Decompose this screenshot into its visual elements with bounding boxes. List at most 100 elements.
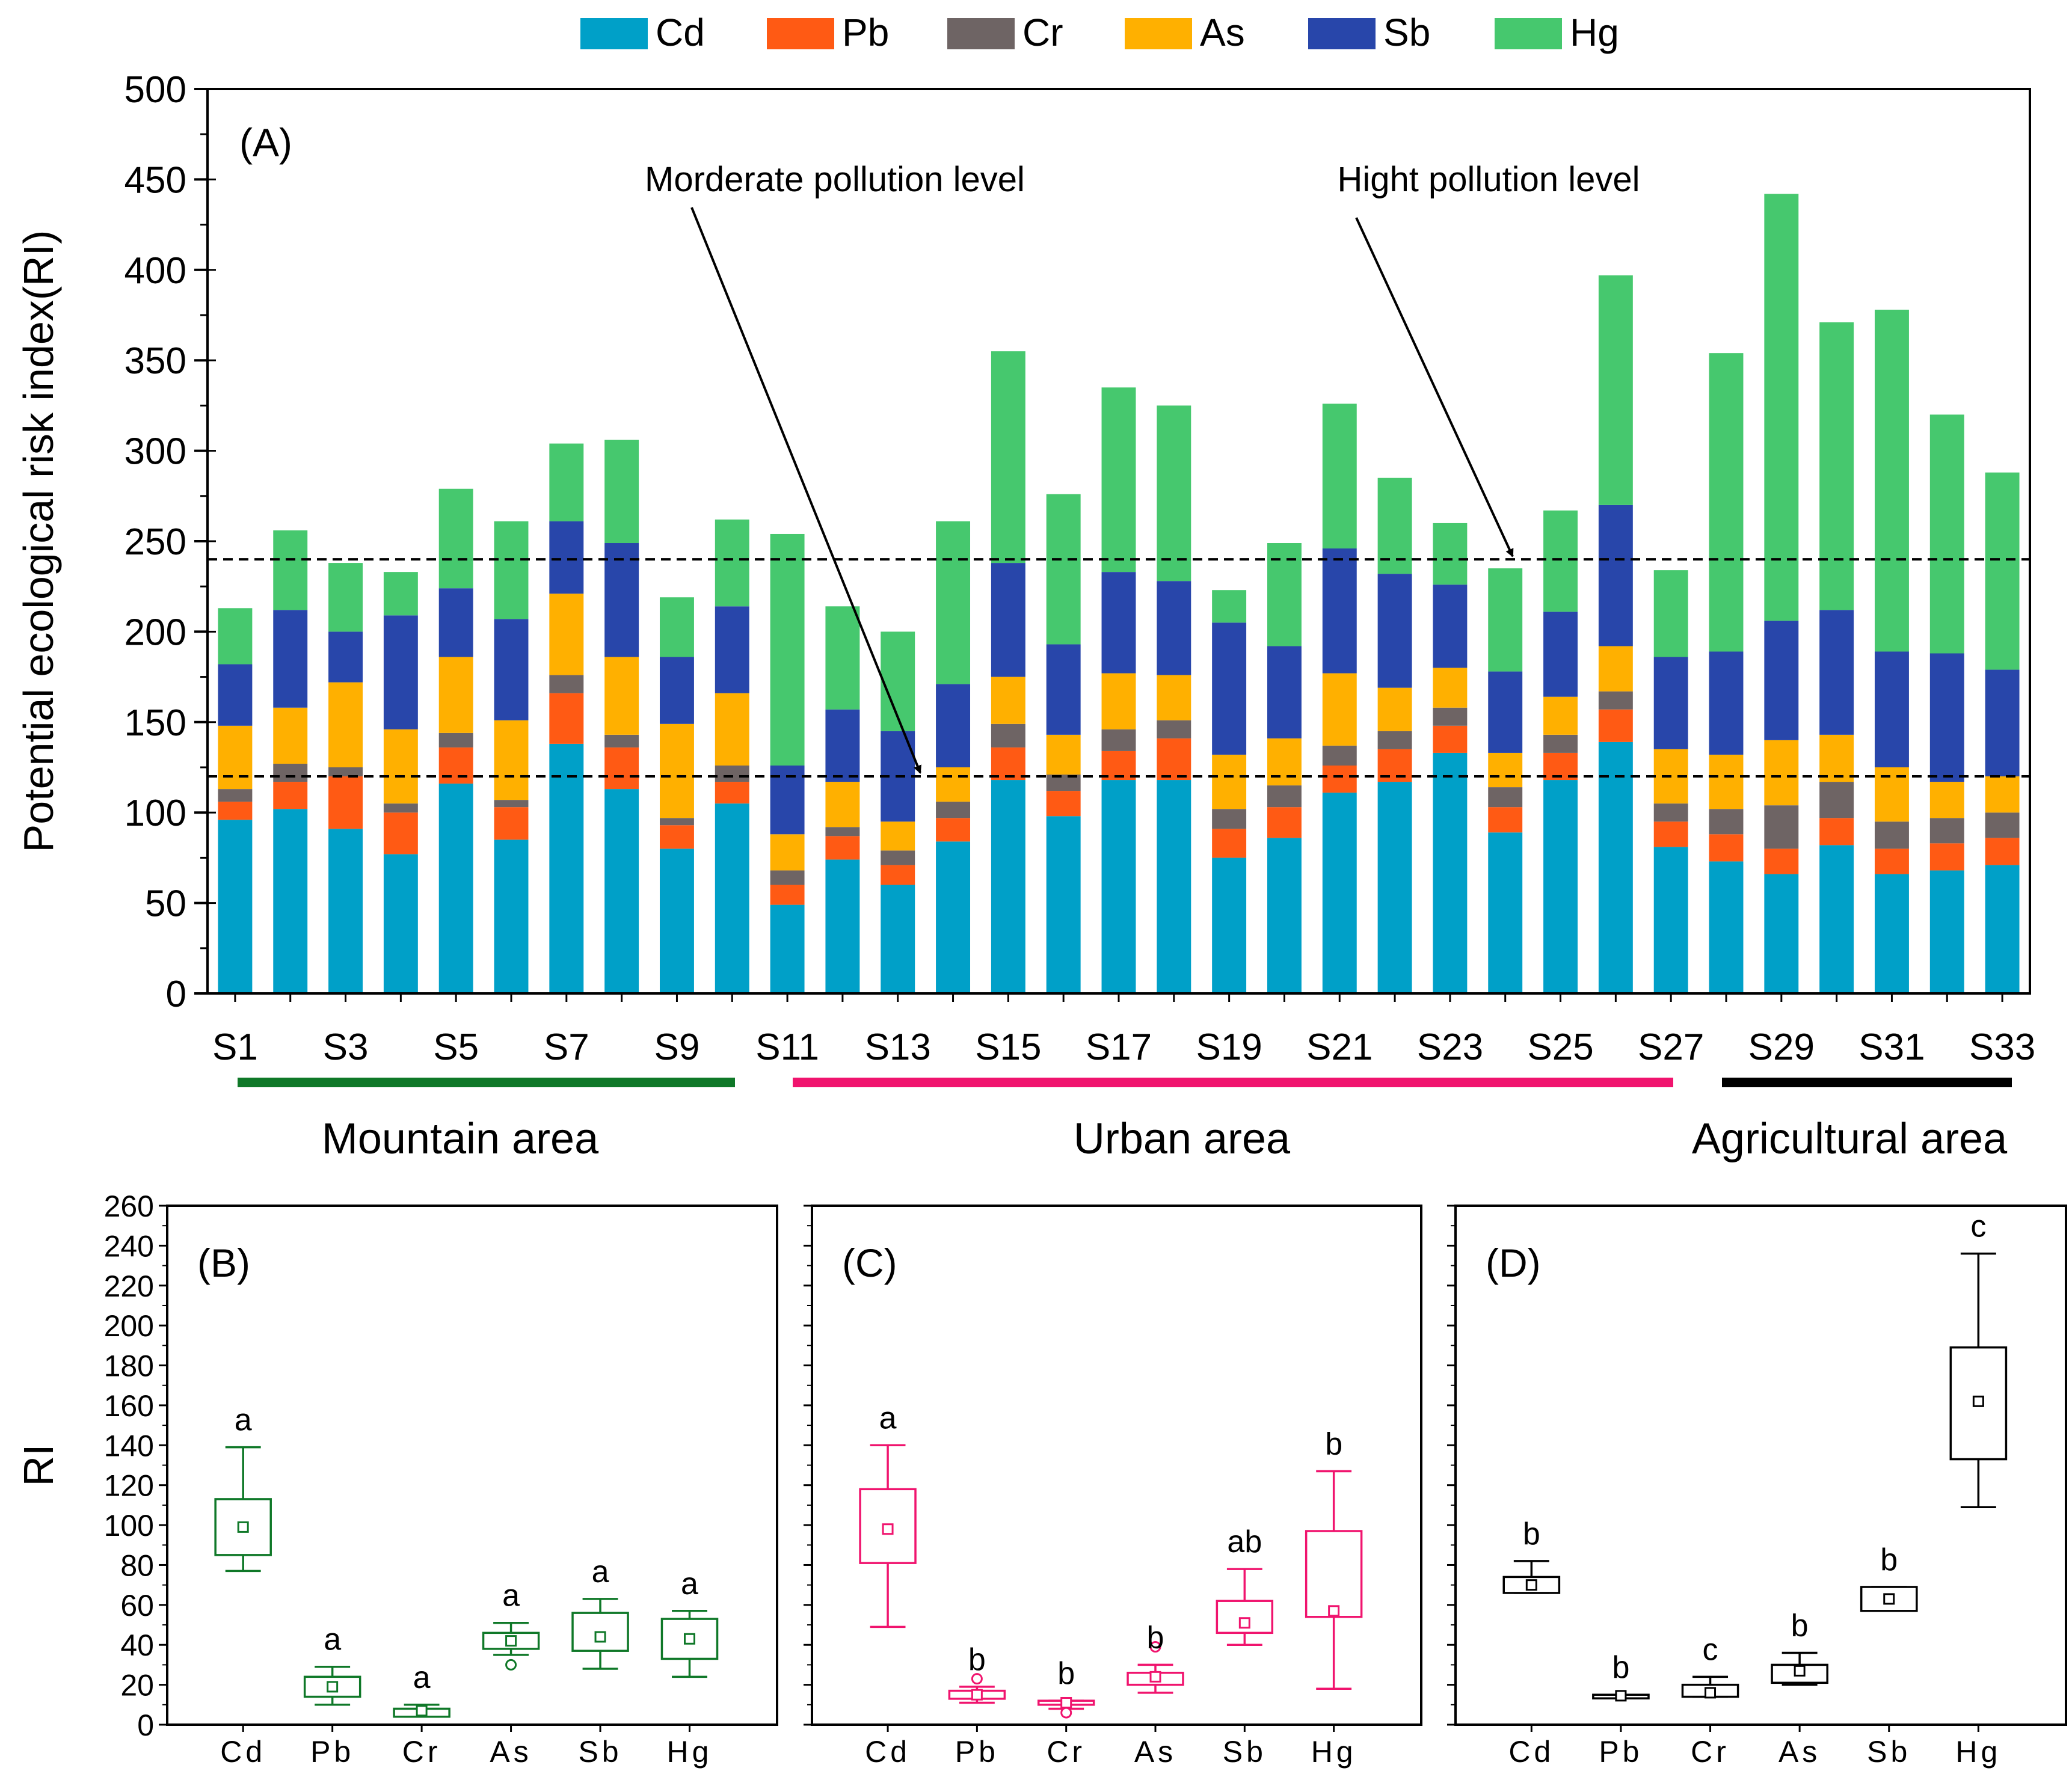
bar-s16-sb (1046, 644, 1081, 735)
urban-area-label: Urban area (1074, 1115, 1291, 1163)
bar-s33-as (1985, 776, 2020, 813)
bar-s8-pb (604, 747, 639, 790)
bar-s24-cd (1488, 832, 1523, 993)
y-tick-label: 160 (104, 1389, 154, 1423)
x-tick-label: S21 (1306, 1027, 1373, 1068)
bar-s22-as (1377, 687, 1412, 731)
bar-s32-cd (1929, 870, 1964, 993)
bar-s9-pb (659, 825, 694, 849)
bar-s21-sb (1322, 548, 1357, 674)
panel-b-box-plot: (B) 0 20 40 60 80 100 120 140 160 180 200 220 240 260… (104, 1189, 778, 1769)
significance-letter-as: b (1147, 1620, 1164, 1655)
legend-label-pb: Pb (842, 11, 889, 54)
x-tick-label-cr: Cr (1047, 1735, 1086, 1769)
bar-s2-cd (273, 809, 308, 993)
x-tick-label: S31 (1858, 1027, 1925, 1068)
agricultural-area-label: Agricultural area (1692, 1115, 2008, 1163)
bar-s30-hg (1819, 322, 1854, 610)
bar-s6-cr (494, 800, 529, 808)
y-tick-label: 40 (120, 1628, 154, 1662)
bar-s2-cr (273, 763, 308, 782)
bar-s22-hg (1377, 477, 1412, 574)
bar-s10-cd (715, 803, 749, 993)
mean-marker-as (505, 1635, 517, 1647)
bar-s30-sb (1819, 610, 1854, 735)
bar-s19-pb (1212, 829, 1247, 858)
bar-s15-hg (991, 351, 1025, 563)
panel-label: (A) (239, 120, 292, 165)
y-tick-label: 120 (104, 1469, 154, 1503)
bar-s14-hg (936, 521, 971, 684)
x-tick-label-pb: Pb (1599, 1735, 1643, 1769)
significance-letter-as: a (502, 1579, 520, 1613)
bar-s18-as (1157, 675, 1191, 720)
panel-a-stacked-bar-chart: Cd Pb Cr As Sb Hg 0 50 100 150 200 250 300 350 400 450… (15, 11, 2035, 1163)
plot-frame (1454, 1205, 2067, 1726)
bar-s22-cd (1377, 782, 1412, 993)
mean-marker-pb (971, 1689, 983, 1701)
bar-s30-as (1819, 734, 1854, 782)
bar-s8-cr (604, 734, 639, 747)
area-groups: Mountain area Urban area Agricultural ar… (238, 1078, 2012, 1163)
bar-s28-cr (1709, 809, 1744, 835)
bar-s1-cd (218, 820, 253, 993)
bar-s29-cd (1764, 874, 1799, 993)
bar-s20-pb (1267, 807, 1302, 838)
bar-s2-as (273, 707, 308, 764)
bar-s23-pb (1433, 725, 1468, 753)
mean-marker-cd (1525, 1579, 1537, 1591)
mean-marker-sb (1238, 1617, 1250, 1629)
bar-s29-cr (1764, 805, 1799, 849)
y-tick-label: 500 (125, 69, 186, 111)
bar-s20-as (1267, 738, 1302, 786)
bar-s32-cr (1929, 818, 1964, 844)
panel-c-box-plot: (C) a Cd b Pb b Cr b As ab Sb b Hg (804, 1205, 1422, 1769)
bar-s10-as (715, 693, 749, 766)
bar-s13-cd (881, 885, 915, 993)
bar-s13-as (881, 821, 915, 851)
bar-s9-cr (659, 818, 694, 826)
mean-marker-as (1794, 1665, 1806, 1677)
bar-s3-cr (328, 767, 363, 777)
significance-letter-cd: a (235, 1403, 252, 1438)
mean-marker-as (1149, 1671, 1161, 1683)
x-tick-label-pb: Pb (955, 1735, 999, 1769)
bar-s9-sb (659, 657, 694, 724)
bar-s21-pb (1322, 765, 1357, 793)
bar-s28-sb (1709, 651, 1744, 755)
bar-s8-sb (604, 543, 639, 657)
bar-s18-cd (1157, 780, 1191, 993)
bar-s16-cd (1046, 816, 1081, 993)
bar-s31-pb (1874, 849, 1909, 874)
bar-s27-sb (1653, 657, 1688, 749)
bar-s32-hg (1929, 414, 1964, 654)
significance-letter-cd: b (1523, 1517, 1540, 1551)
outlier-cr (1060, 1707, 1072, 1719)
panel-label: (B) (197, 1241, 250, 1285)
mean-marker-cr (1705, 1687, 1717, 1699)
x-tick-label-sb: Sb (1867, 1735, 1911, 1769)
bar-s5-as (438, 657, 473, 733)
y-tick-label: 220 (104, 1269, 154, 1303)
bar-s17-sb (1101, 572, 1136, 674)
bar-s8-hg (604, 440, 639, 544)
bar-s21-cr (1322, 745, 1357, 766)
bar-s31-hg (1874, 309, 1909, 652)
x-tick-label-hg: Hg (1955, 1735, 2001, 1769)
bar-s26-pb (1598, 709, 1633, 742)
outlier-pb (971, 1673, 983, 1685)
x-tick-label-cr: Cr (402, 1735, 441, 1769)
high-pollution-label: Hight pollution level (1338, 160, 1640, 199)
mean-marker-sb (1883, 1593, 1895, 1605)
y-axis: 0 50 100 150 200 250 300 350 400 450 500 (125, 69, 216, 1015)
panel-d-box-plot: (D) b Cd b Pb c Cr b As b Sb c Hg (1447, 1205, 2067, 1769)
y-tick-label: 450 (125, 159, 186, 201)
legend-swatch-cd (580, 18, 648, 49)
bar-s24-cr (1488, 787, 1523, 808)
bar-s27-hg (1653, 570, 1688, 657)
bar-s3-hg (328, 563, 363, 632)
significance-letter-pb: b (1612, 1650, 1629, 1685)
bar-s11-as (770, 834, 805, 871)
bar-s17-cd (1101, 780, 1136, 993)
